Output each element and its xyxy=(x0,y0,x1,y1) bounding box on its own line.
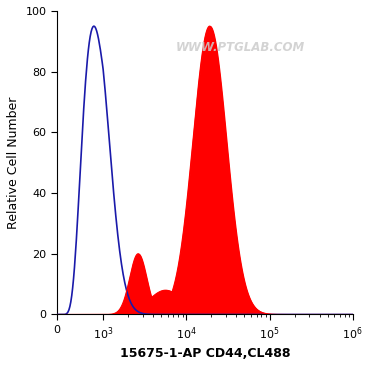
Y-axis label: Relative Cell Number: Relative Cell Number xyxy=(7,97,20,229)
Text: WWW.PTGLAB.COM: WWW.PTGLAB.COM xyxy=(176,41,305,54)
X-axis label: 15675-1-AP CD44,CL488: 15675-1-AP CD44,CL488 xyxy=(120,347,290,360)
